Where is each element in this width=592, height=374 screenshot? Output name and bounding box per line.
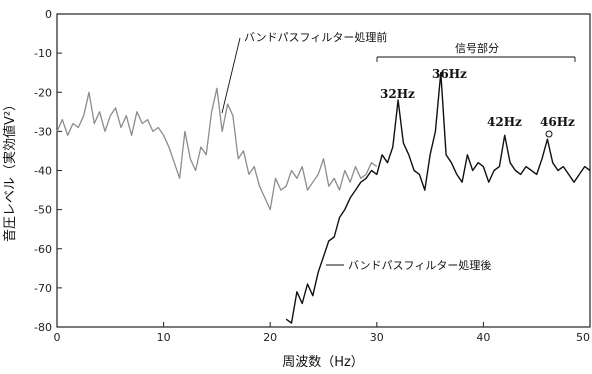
y-tick-label: -10: [34, 47, 52, 60]
peak-label-36hz: 36Hz: [432, 67, 467, 81]
y-tick-label: -20: [34, 86, 52, 99]
y-tick-label: -60: [34, 243, 52, 256]
y-tick-label: -80: [34, 321, 52, 334]
y-tick-label: -30: [34, 125, 52, 138]
peak-label-32hz: 32Hz: [380, 87, 415, 101]
x-tick-label: 10: [157, 331, 171, 344]
y-tick-label: 0: [45, 8, 52, 21]
y-axis-title: 音圧レベル（実効値V²）: [2, 98, 18, 242]
x-tick-label: 30: [370, 331, 384, 344]
plot-frame: [56, 13, 591, 328]
x-tick-label: 40: [476, 331, 490, 344]
series-line-after-filter: [285, 71, 591, 324]
signal-region-label: 信号部分: [455, 41, 499, 55]
annotation-layer: バンドパスフィルター処理前 バンドパスフィルター処理後 信号部分 32Hz 36…: [221, 30, 576, 272]
peak-label-46hz: 46Hz: [540, 115, 575, 129]
before-leader-line: [221, 37, 241, 114]
series-line-before-filter: [56, 87, 378, 211]
y-tick-label: -70: [34, 282, 52, 295]
series-layer: [56, 71, 591, 324]
x-axis-title: 周波数（Hz）: [282, 355, 364, 370]
y-tick-label: -40: [34, 165, 52, 178]
before-label: バンドパスフィルター処理前: [244, 30, 387, 44]
y-tick-label: -50: [34, 204, 52, 217]
peak-label-42hz: 42Hz: [487, 115, 522, 129]
x-tick-label: 50: [576, 331, 590, 344]
peak-marker-46hz: [545, 130, 553, 138]
x-tick-label: 20: [263, 331, 277, 344]
x-tick-label: 0: [54, 331, 61, 344]
after-label: バンドパスフィルター処理後: [348, 258, 491, 272]
